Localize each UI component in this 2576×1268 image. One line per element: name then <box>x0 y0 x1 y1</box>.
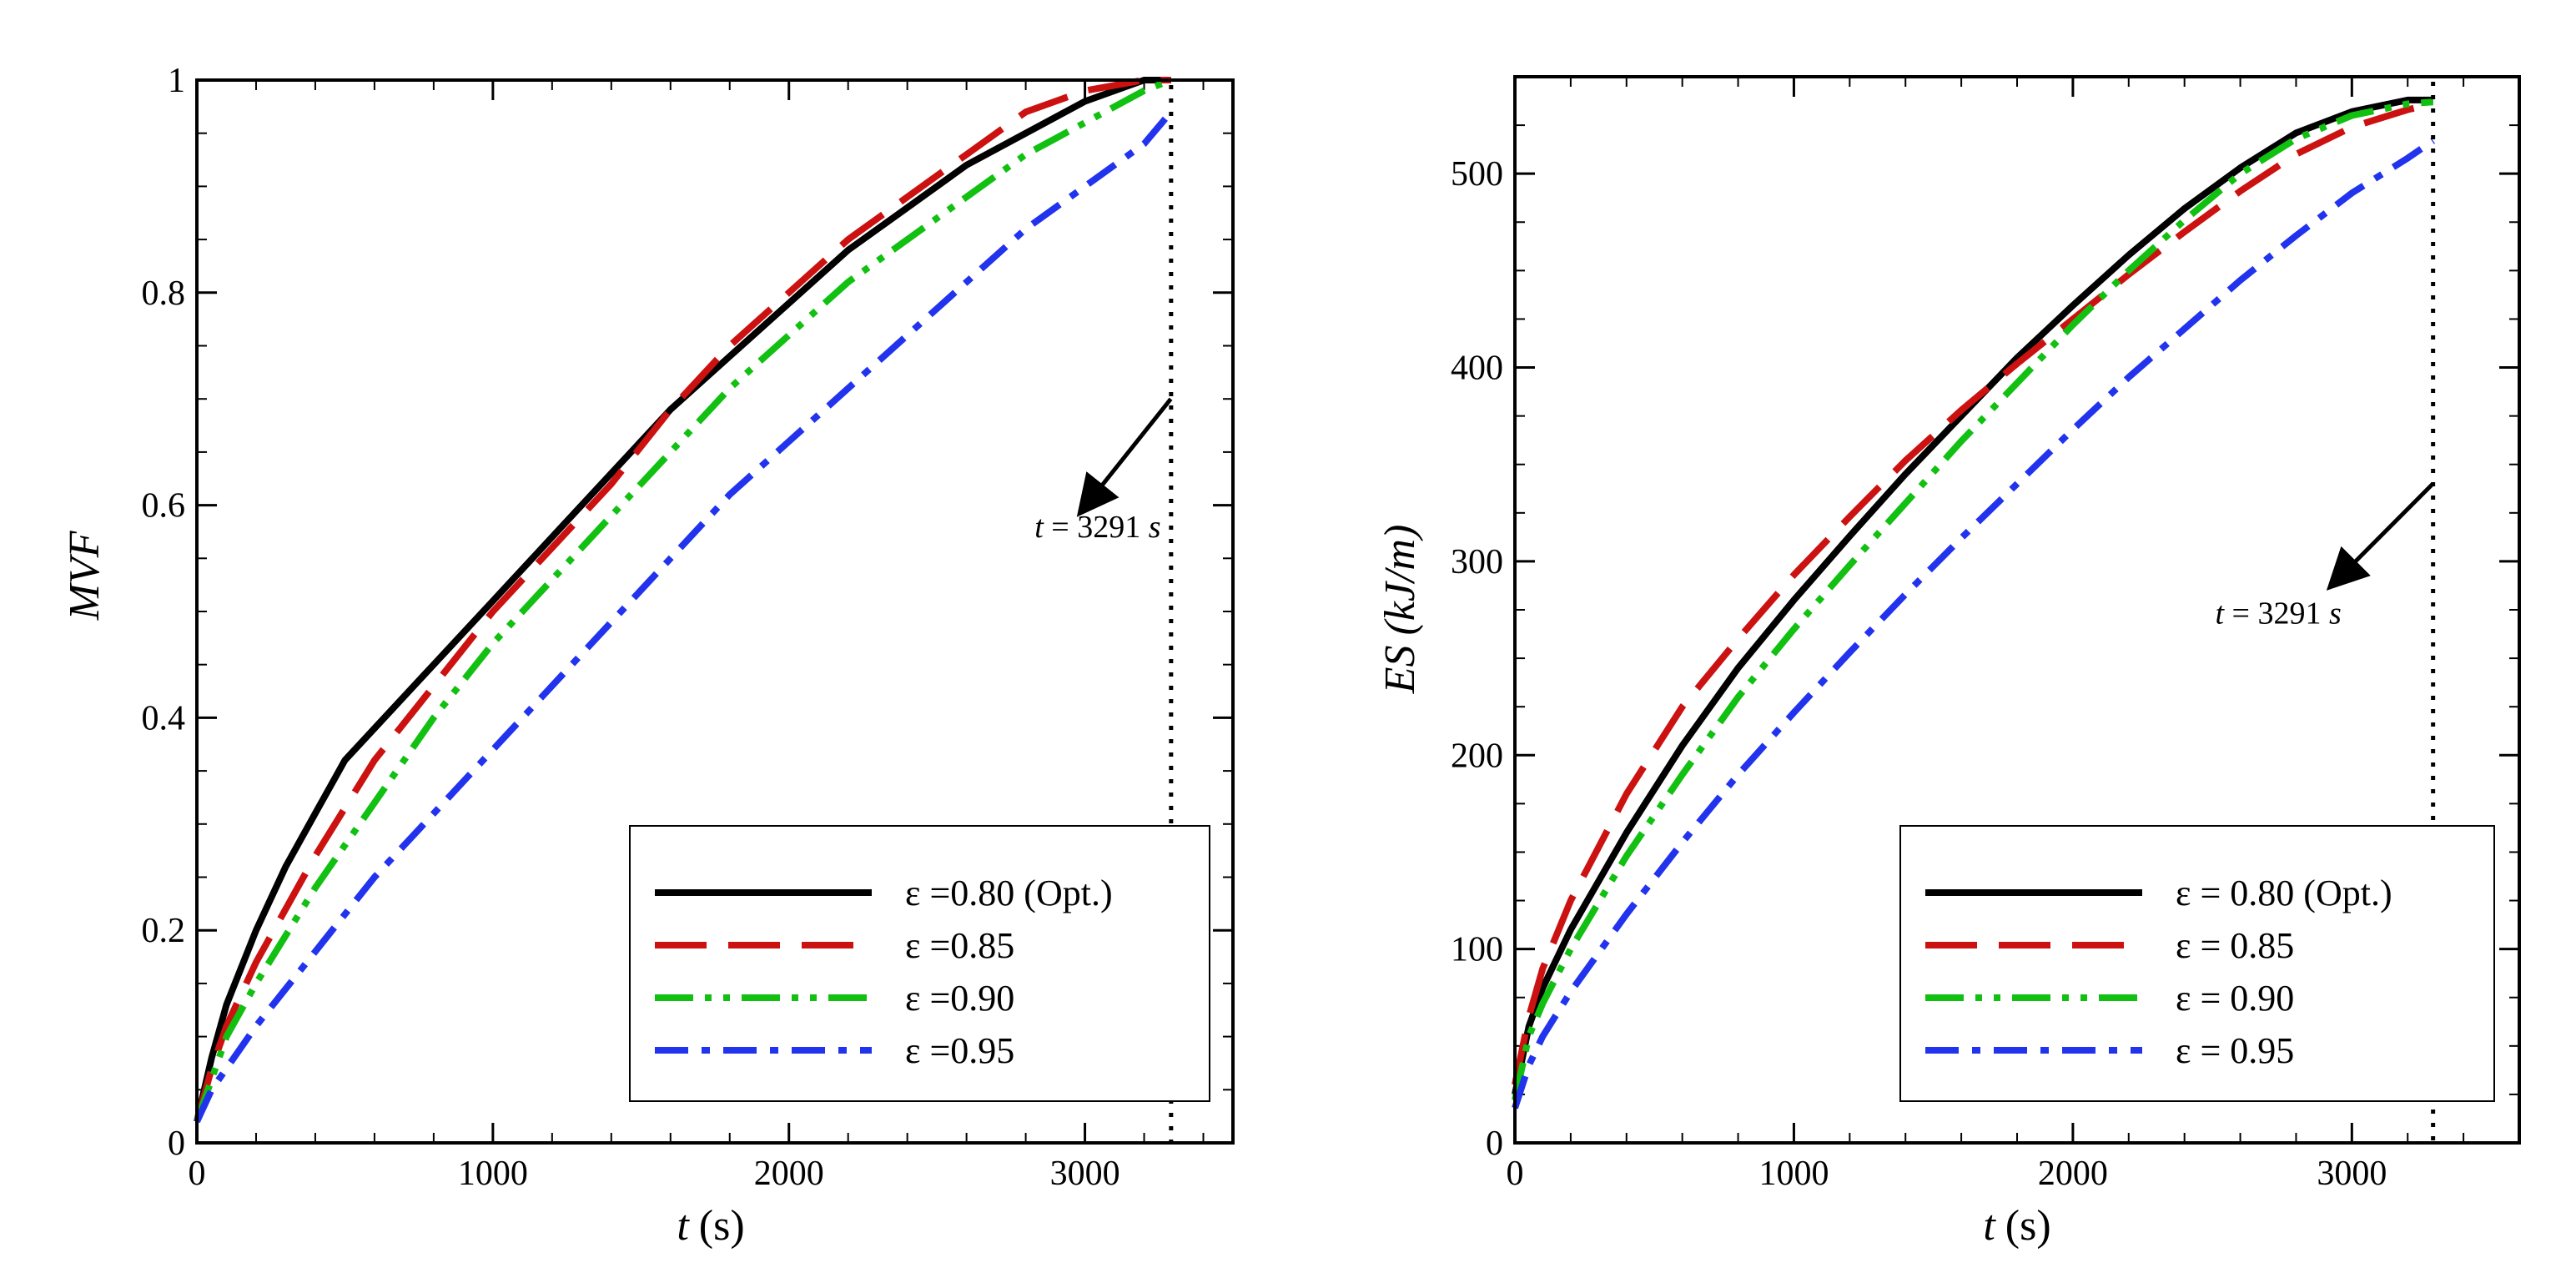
left-series-line-1 <box>194 77 1171 1123</box>
right-x-tick-label: 2000 <box>2038 1155 2108 1193</box>
left-y-tick-label: 0.8 <box>142 274 186 313</box>
right-y-tick-label: 0 <box>1486 1125 1503 1163</box>
left-y-tick-label: 0.2 <box>142 912 186 950</box>
right-y-tick-label: 200 <box>1451 737 1503 775</box>
right-legend-label-1: ε = 0.80 (Opt.) <box>2176 873 2392 913</box>
right-legend-label-4: ε = 0.95 <box>2176 1030 2294 1071</box>
left-annotation-arrow <box>1076 397 1173 517</box>
right-legend-label-3: ε = 0.90 <box>2176 978 2294 1019</box>
left-plot-frame <box>195 78 1235 1145</box>
right-annotation-arrow <box>2326 482 2435 591</box>
left-legend-box <box>629 825 1210 1102</box>
left-y-tick-label: 0.6 <box>142 487 186 526</box>
right-x-tick-label: 3000 <box>2317 1155 2387 1193</box>
right-series-line-4 <box>1512 138 2435 1110</box>
right-x-tick-label: 1000 <box>1758 1155 1829 1193</box>
right-y-tick-label: 400 <box>1451 350 1503 388</box>
left-y-tick-label: 0 <box>168 1125 185 1163</box>
right-legend-label-2: ε = 0.85 <box>2176 925 2294 966</box>
right-series-line-1 <box>1512 96 2433 1095</box>
panel-right-es: 0 1000 2000 3000 0 100 200 300 400 500 t = 3291 s ε… <box>1451 75 2521 1193</box>
left-x-tick-label: 3000 <box>1050 1155 1120 1193</box>
right-series-line-3 <box>1512 98 2434 1101</box>
right-y-tick-label: 500 <box>1451 155 1503 194</box>
left-y-tick-label: 0.4 <box>142 699 186 737</box>
left-series-line-2 <box>194 77 1171 1123</box>
left-annotation-text: t = 3291 s <box>1034 510 1160 545</box>
panel-left-mvf: 0 1000 2000 3000 0 0.2 0.4 0.6 0.8 1 t = 3291 s ε =… <box>142 62 1235 1193</box>
right-plot-frame <box>1513 75 2521 1145</box>
right-x-tick-label: 0 <box>1507 1155 1524 1193</box>
right-annotation-text: t = 3291 s <box>2215 596 2341 631</box>
left-x-tick-label: 0 <box>189 1155 206 1193</box>
left-series-line-3 <box>194 77 1173 1123</box>
left-x-tick-label: 1000 <box>458 1155 528 1193</box>
right-legend-box <box>1899 825 2495 1102</box>
right-y-tick-label: 100 <box>1451 931 1503 969</box>
left-y-axis-label: MVF <box>61 530 108 621</box>
left-series-line-4 <box>194 109 1174 1124</box>
left-legend-label-2: ε =0.85 <box>905 925 1014 966</box>
left-x-tick-label: 2000 <box>754 1155 824 1193</box>
left-y-tick-label: 1 <box>168 62 185 100</box>
left-legend-label-3: ε =0.90 <box>905 978 1014 1019</box>
right-y-axis-label: ES(kJ/m) <box>1376 525 1424 695</box>
right-y-tick-label: 300 <box>1451 543 1503 581</box>
left-legend-label-1: ε =0.80 (Opt.) <box>905 873 1113 913</box>
left-x-axis-label: t (s) <box>677 1202 744 1250</box>
left-legend-label-4: ε =0.95 <box>905 1030 1014 1071</box>
right-x-axis-label: t (s) <box>1983 1202 2050 1250</box>
